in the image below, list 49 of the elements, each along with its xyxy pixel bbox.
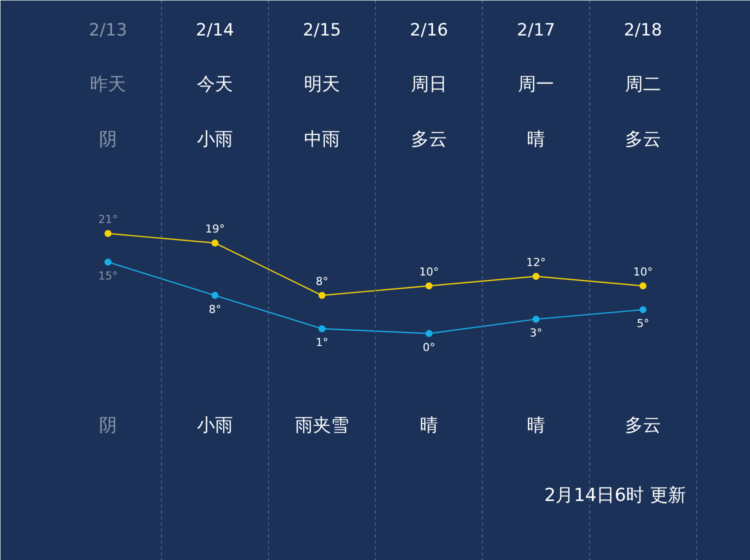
text: 今天 (197, 74, 233, 95)
text: 晴 (527, 129, 545, 150)
point (640, 306, 646, 314)
data-label: 8° (316, 274, 328, 288)
text: 阴 (99, 415, 117, 436)
point (426, 330, 432, 337)
x-tick-label: 2/15 (302, 20, 342, 40)
data-label: 12° (526, 256, 546, 269)
text: 周日 (411, 74, 447, 95)
text: 小雨 (197, 129, 233, 150)
data-label: 10° (633, 265, 653, 278)
text: 昨天 (90, 74, 126, 95)
text: 中雨 (304, 129, 340, 150)
text: 周一 (518, 74, 554, 95)
point (104, 258, 112, 266)
point (212, 240, 218, 247)
point (318, 292, 326, 299)
data-label: 3° (530, 326, 542, 340)
data-label: 8° (208, 302, 222, 316)
text: 多云 (625, 415, 661, 436)
data-label: 19° (205, 222, 225, 236)
text: 阴 (99, 129, 117, 150)
point (318, 325, 326, 332)
text: 明天 (304, 74, 340, 95)
text: 2月14日6时 更新 (544, 485, 686, 506)
text: 周二 (625, 74, 661, 95)
data-label: 1° (316, 336, 328, 350)
text: 小雨 (197, 415, 233, 436)
text: 晴 (420, 415, 438, 436)
data-label: 5° (636, 317, 650, 330)
text: 多云 (411, 129, 447, 150)
point (640, 282, 646, 290)
point (532, 316, 540, 323)
x-tick-label: 2/17 (516, 20, 556, 40)
text: 雨夹雪 (295, 415, 349, 436)
text: 晴 (527, 415, 545, 436)
x-tick-label: 2/16 (410, 20, 448, 40)
data-label: 15° (98, 270, 118, 283)
point (212, 292, 218, 299)
point (104, 230, 112, 237)
data-label: 10° (419, 265, 439, 278)
data-label: 21° (98, 213, 118, 226)
x-tick-label: 2/14 (196, 20, 234, 40)
point (426, 282, 432, 290)
data-label: 0° (422, 341, 436, 354)
text: 多云 (625, 129, 661, 150)
x-tick-label: 2/18 (624, 20, 662, 40)
x-tick-label: 2/13 (88, 20, 128, 40)
point (532, 272, 540, 280)
